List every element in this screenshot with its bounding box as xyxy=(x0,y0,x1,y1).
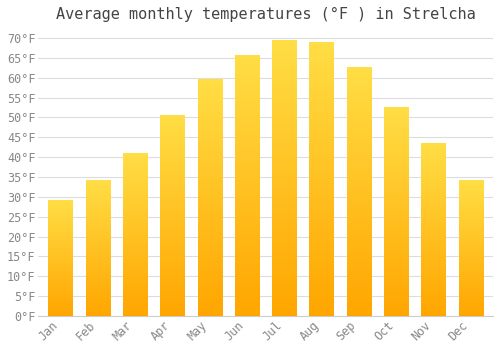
Title: Average monthly temperatures (°F ) in Strelcha: Average monthly temperatures (°F ) in St… xyxy=(56,7,476,22)
